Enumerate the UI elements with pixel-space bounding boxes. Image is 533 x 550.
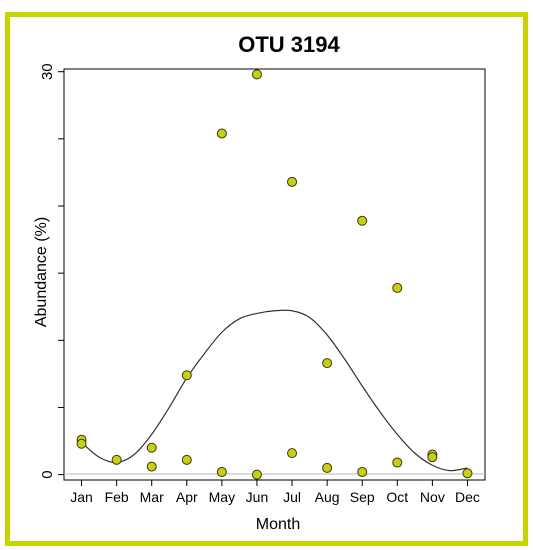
data-point-dec <box>462 468 473 479</box>
y-tick-label: 30 <box>39 63 56 80</box>
data-point-mar <box>146 442 157 453</box>
data-point-jun <box>251 469 262 480</box>
x-tick-label-nov: Nov <box>420 489 445 505</box>
plot-area <box>63 68 486 481</box>
data-point-mar <box>146 461 157 472</box>
x-tick-label-apr: Apr <box>176 489 198 505</box>
x-axis: Jan Feb Mar Apr May Jun Jul Aug Sep Oct Nov Dec <box>70 480 480 505</box>
data-point-sep <box>357 466 368 477</box>
x-axis-label: Month <box>256 516 300 533</box>
x-tick-label-mar: Mar <box>140 489 164 505</box>
x-tick-label-aug: Aug <box>315 489 340 505</box>
x-tick-label-sep: Sep <box>350 489 375 505</box>
data-point-oct <box>392 282 403 293</box>
y-tick-label: 0 <box>39 470 56 478</box>
data-point-aug <box>322 462 333 473</box>
data-point-may <box>216 466 227 477</box>
data-point-apr <box>181 454 192 465</box>
x-tick-label-jan: Jan <box>70 489 93 505</box>
x-tick-label-dec: Dec <box>455 489 480 505</box>
x-tick-label-feb: Feb <box>105 489 129 505</box>
data-point-jun <box>251 69 262 80</box>
data-point-jul <box>287 176 298 187</box>
data-point-jan <box>76 438 87 449</box>
y-axis: 0 30 <box>39 63 64 479</box>
fit-curve <box>81 309 468 472</box>
y-axis-label: Abundance (%) <box>33 217 50 327</box>
x-tick-label-may: May <box>209 489 235 505</box>
data-points <box>76 69 473 480</box>
x-tick-label-jun: Jun <box>246 489 269 505</box>
data-point-may <box>216 128 227 139</box>
data-point-jul <box>287 448 298 459</box>
x-tick-label-jul: Jul <box>283 489 301 505</box>
chart-title: OTU 3194 <box>238 32 340 57</box>
data-point-feb <box>111 454 122 465</box>
x-tick-label-oct: Oct <box>386 489 408 505</box>
data-point-sep <box>357 215 368 226</box>
data-point-aug <box>322 358 333 369</box>
figure-frame <box>5 12 528 546</box>
data-point-apr <box>181 370 192 381</box>
data-point-oct <box>392 457 403 468</box>
data-point-nov <box>427 452 438 463</box>
